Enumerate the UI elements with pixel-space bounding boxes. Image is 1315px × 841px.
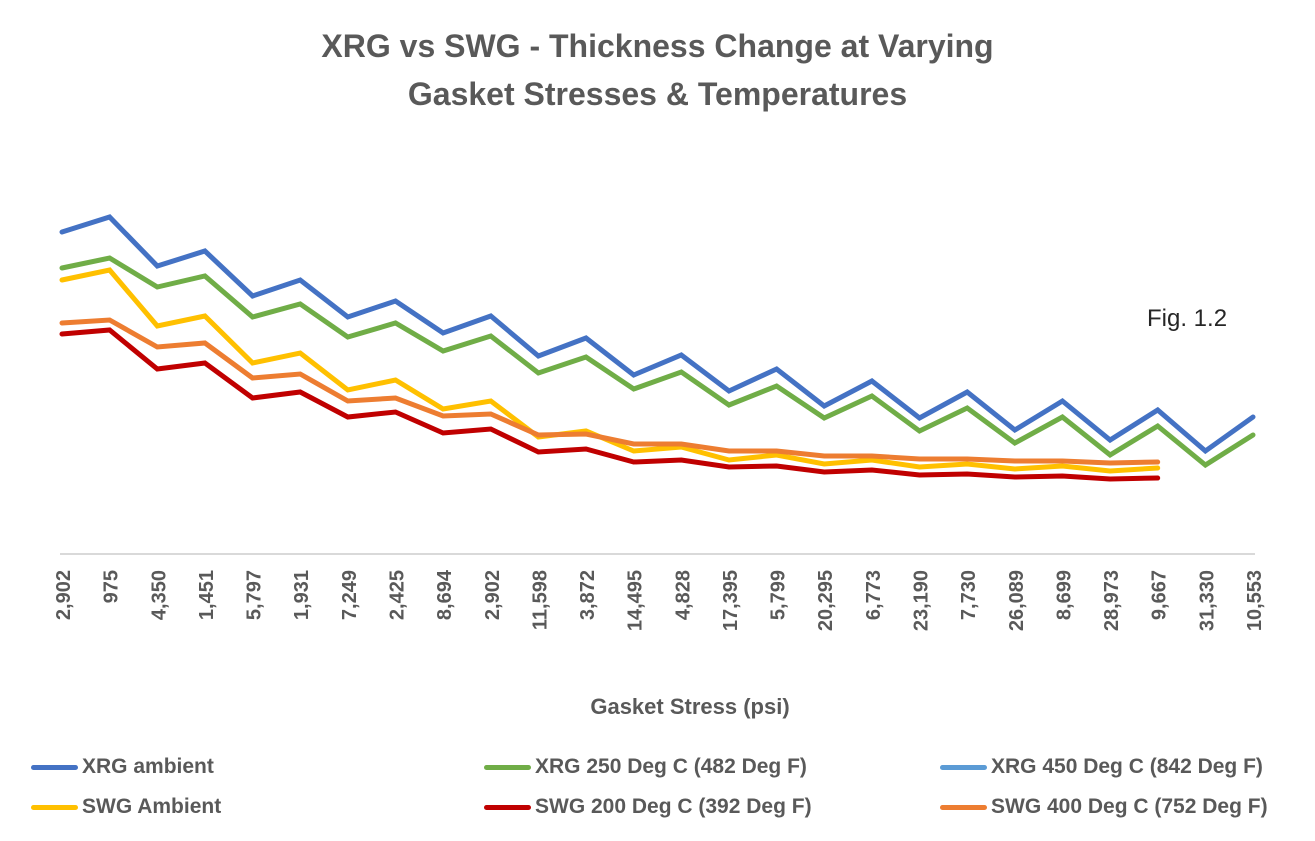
x-tick-label: 7,730 [958,570,980,620]
x-tick-label: 8,694 [434,569,456,620]
legend-swatch [940,764,987,770]
legend-swatch [940,804,987,810]
legend-label: XRG 450 Deg C (842 Deg F) [991,755,1263,778]
x-tick-label: 5,799 [768,570,790,620]
x-tick-label: 8,699 [1053,570,1075,620]
x-tick-label: 5,797 [244,570,266,620]
legend-swatch [484,764,531,770]
x-tick-label: 1,931 [291,570,313,620]
legend-swatch [31,804,78,810]
figure-annotation: Fig. 1.2 [1147,305,1228,332]
x-tick-label: 23,190 [911,570,933,631]
x-tick-label: 2,902 [482,570,504,620]
x-tick-label: 2,425 [386,570,408,620]
x-tick-label: 4,350 [148,570,170,620]
legend-item: SWG 400 Deg C (752 Deg F) [940,792,1268,822]
chart-title-line-2: Gasket Stresses & Temperatures [407,76,908,112]
series-line-swg-400-deg-c-752-deg-f [59,317,1161,466]
x-tick-label: 9,667 [1149,570,1171,620]
x-tick-label: 31,330 [1196,570,1218,631]
legend-item: SWG 200 Deg C (392 Deg F) [484,792,812,822]
legend-label: SWG 400 Deg C (752 Deg F) [991,795,1268,818]
chart-title-line-1: XRG vs SWG - Thickness Change at Varying [321,28,994,64]
x-tick-label: 17,395 [720,570,742,631]
legend-item: XRG 450 Deg C (842 Deg F) [940,752,1263,782]
x-tick-label: 3,872 [577,570,599,620]
legend-item: SWG Ambient [31,792,221,822]
x-tick-label: 7,249 [339,570,361,620]
x-tick-label: 11,598 [529,570,551,630]
series-line-swg-200-deg-c-392-deg-f [59,327,1161,482]
x-tick-label: 10,553 [1244,570,1266,631]
x-tick-label: 14,495 [625,570,647,631]
x-tick-label: 2,902 [53,570,75,620]
x-axis-title: Gasket Stress (psi) [590,694,790,719]
x-tick-label: 6,773 [863,570,885,620]
x-tick-label: 28,973 [1101,570,1123,631]
legend-swatch [31,764,78,770]
legend-label: SWG 200 Deg C (392 Deg F) [535,795,812,818]
x-tick-label: 1,451 [196,570,218,620]
series-line-xrg-ambient [59,214,1256,455]
legend-swatch [484,804,531,810]
legend-label: XRG ambient [82,755,214,778]
x-tick-label: 26,089 [1006,570,1028,631]
x-tick-label: 975 [101,570,123,603]
legend-item: XRG 250 Deg C (482 Deg F) [484,752,807,782]
series-line-xrg-250-deg-c-482-deg-f [59,255,1256,469]
legend-label: SWG Ambient [82,795,222,818]
legend-item: XRG ambient [31,752,214,782]
x-tick-label: 4,828 [672,570,694,620]
legend-label: XRG 250 Deg C (482 Deg F) [535,755,807,778]
x-tick-label: 20,295 [815,570,837,631]
